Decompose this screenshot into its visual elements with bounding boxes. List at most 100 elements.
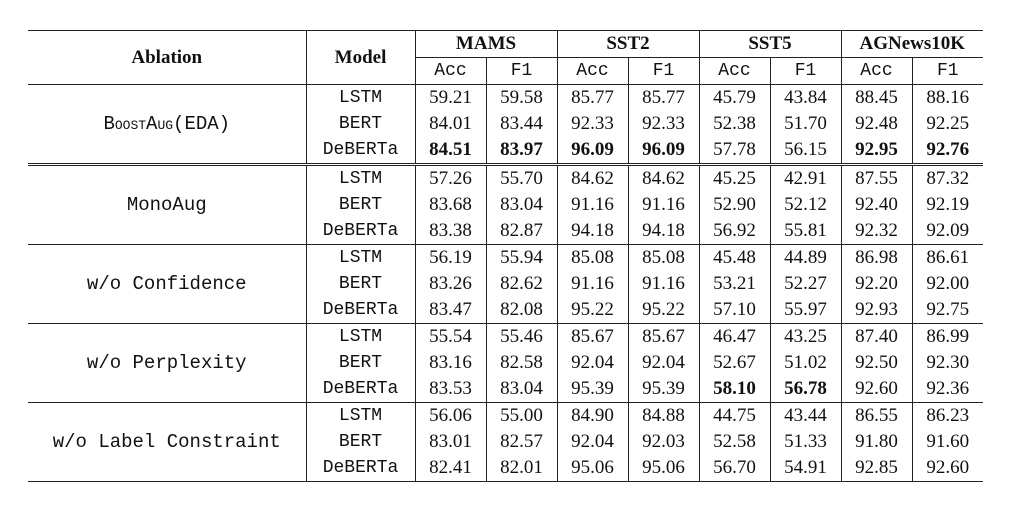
header-ablation: Ablation: [28, 30, 306, 85]
metric-value: 83.68: [414, 192, 486, 218]
metric-value: 83.44: [485, 111, 557, 137]
table-row: DeBERTa 84.51 83.97 96.09 96.09 57.78 56.15 92.…: [28, 137, 983, 165]
table-row: w/o Perplexity LSTM 55.54 55.46 85.67 85.67 46…: [28, 323, 983, 403]
metric-value: 52.38: [698, 111, 770, 137]
metric-value: 92.09: [911, 218, 983, 245]
model-name: DeBERTa: [305, 218, 415, 245]
metric-value: 87.32: [911, 163, 983, 192]
metric-value: 52.12: [769, 192, 841, 218]
table-row: BERT 83.26 82.62 91.16 91.16 53.21 52.27 92.20 9…: [28, 271, 983, 297]
model-name: BERT: [305, 271, 415, 297]
header-dataset-sst2: SST2: [556, 30, 699, 58]
metric-value: 84.51: [414, 137, 486, 165]
metric-value: 92.75: [911, 297, 983, 324]
table-body: BoostAug(EDA) LSTM 59.21 59.58 85.77 85.77 45.…: [28, 84, 983, 482]
metric-value: 45.25: [698, 163, 770, 192]
metric-value: 95.06: [627, 455, 699, 482]
metric-value: 82.58: [485, 350, 557, 376]
metric-value: 55.94: [485, 244, 557, 271]
ablation-name: w/o Confidence: [28, 244, 306, 324]
metric-value: 83.04: [485, 192, 557, 218]
metric-value: 92.03: [627, 429, 699, 455]
header-dataset-agnews10k: AGNews10K: [840, 30, 983, 58]
metric-value: 84.62: [556, 163, 628, 192]
metric-value: 92.20: [840, 271, 912, 297]
metric-value: 53.21: [698, 271, 770, 297]
metric-value: 54.91: [769, 455, 841, 482]
model-name: LSTM: [305, 402, 415, 429]
header-dataset-sst5: SST5: [698, 30, 841, 58]
header-metric: F1: [769, 57, 841, 85]
model-name: DeBERTa: [305, 455, 415, 482]
metric-value: 87.55: [840, 163, 912, 192]
metric-value: 94.18: [556, 218, 628, 245]
metric-value: 58.10: [698, 376, 770, 403]
metric-value: 42.91: [769, 163, 841, 192]
ablation-table: Ablation Model MAMS SST2 SST5 AGNews10K …: [28, 30, 983, 482]
metric-value: 91.80: [840, 429, 912, 455]
metric-value: 91.60: [911, 429, 983, 455]
metric-value: 56.15: [769, 137, 841, 165]
metric-value: 43.84: [769, 84, 841, 111]
metric-value: 85.77: [556, 84, 628, 111]
metric-value: 82.57: [485, 429, 557, 455]
metric-value: 92.25: [911, 111, 983, 137]
table-row: BERT 84.01 83.44 92.33 92.33 52.38 51.70 92.48 9…: [28, 111, 983, 137]
metric-value: 91.16: [556, 271, 628, 297]
metric-value: 52.67: [698, 350, 770, 376]
ablation-name: MonoAug: [28, 163, 306, 245]
model-name: DeBERTa: [305, 376, 415, 403]
metric-value: 56.92: [698, 218, 770, 245]
header-metric: F1: [627, 57, 699, 85]
metric-value: 83.01: [414, 429, 486, 455]
metric-value: 82.01: [485, 455, 557, 482]
metric-value: 51.33: [769, 429, 841, 455]
metric-value: 55.00: [485, 402, 557, 429]
metric-value: 95.22: [556, 297, 628, 324]
metric-value: 82.87: [485, 218, 557, 245]
metric-value: 92.95: [840, 137, 912, 165]
table-row: w/o Label Constraint LSTM 56.06 55.00 84.90 8…: [28, 402, 983, 482]
metric-value: 85.67: [556, 323, 628, 350]
metric-value: 56.19: [414, 244, 486, 271]
metric-value: 92.30: [911, 350, 983, 376]
metric-value: 83.38: [414, 218, 486, 245]
metric-value: 92.85: [840, 455, 912, 482]
metric-value: 84.90: [556, 402, 628, 429]
metric-value: 86.98: [840, 244, 912, 271]
table-row: BERT 83.16 82.58 92.04 92.04 52.67 51.02 92.50 9…: [28, 350, 983, 376]
ablation-name: w/o Label Constraint: [28, 402, 306, 482]
metric-value: 86.23: [911, 402, 983, 429]
metric-value: 92.33: [627, 111, 699, 137]
metric-value: 92.04: [556, 429, 628, 455]
metric-value: 92.60: [911, 455, 983, 482]
metric-value: 55.97: [769, 297, 841, 324]
metric-value: 91.16: [556, 192, 628, 218]
table-row: BERT 83.01 82.57 92.04 92.03 52.58 51.33 91.80 9…: [28, 429, 983, 455]
metric-value: 83.47: [414, 297, 486, 324]
metric-value: 92.60: [840, 376, 912, 403]
metric-value: 85.77: [627, 84, 699, 111]
metric-value: 83.04: [485, 376, 557, 403]
metric-value: 95.06: [556, 455, 628, 482]
metric-value: 86.99: [911, 323, 983, 350]
metric-value: 92.76: [911, 137, 983, 165]
header-metric: F1: [485, 57, 557, 85]
metric-value: 91.16: [627, 192, 699, 218]
metric-value: 51.70: [769, 111, 841, 137]
header-metric: Acc: [556, 57, 628, 85]
metric-value: 92.48: [840, 111, 912, 137]
metric-value: 84.88: [627, 402, 699, 429]
metric-value: 92.50: [840, 350, 912, 376]
metric-value: 85.08: [627, 244, 699, 271]
metric-value: 87.40: [840, 323, 912, 350]
model-name: LSTM: [305, 84, 415, 111]
metric-value: 95.22: [627, 297, 699, 324]
metric-value: 84.62: [627, 163, 699, 192]
metric-value: 57.10: [698, 297, 770, 324]
table-row: DeBERTa 83.47 82.08 95.22 95.22 57.10 55.97 92.…: [28, 297, 983, 324]
metric-value: 59.21: [414, 84, 486, 111]
metric-value: 92.40: [840, 192, 912, 218]
metric-value: 95.39: [556, 376, 628, 403]
metric-value: 45.48: [698, 244, 770, 271]
